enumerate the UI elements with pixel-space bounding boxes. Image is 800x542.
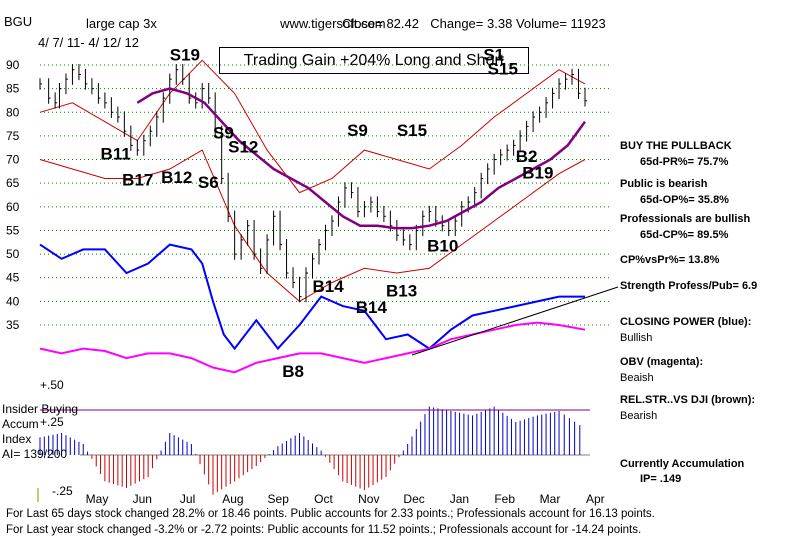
signal-b8: B8 (282, 362, 304, 381)
description: large cap 3x (86, 16, 157, 31)
label-accum: Accum (2, 417, 39, 431)
y-tick-label: 60 (6, 200, 20, 214)
relstr-state: Bearish (620, 410, 658, 422)
y-tick-label: 70 (6, 153, 20, 167)
close-value: 82.42 (386, 16, 419, 31)
trendline (411, 286, 619, 356)
signal-s6: S6 (198, 173, 219, 192)
public-state: Public is bearish (620, 178, 708, 190)
x-tick-label: Aug (222, 492, 243, 506)
y-axis-ticks: 90 85 80 75 70 65 60 55 50 45 40 35 (6, 58, 20, 332)
x-tick-label: Jun (133, 492, 152, 506)
x-tick-label: Nov (358, 492, 379, 506)
pr-value: 65d-PR%= 75.7% (640, 156, 729, 168)
series-obv (39, 321, 586, 374)
date-range: 4/ 7/ 11- 4/ 12/ 12 (38, 35, 139, 50)
y-tick-label: 90 (6, 58, 20, 72)
closing-power-label: CLOSING POWER (blue): (620, 316, 752, 328)
change-value: 3.38 (487, 16, 513, 31)
closing-power-state: Bullish (620, 332, 653, 344)
footer-line-2: For Last year stock changed -3.2% or -2.… (6, 524, 642, 536)
volume-value: 11923 (570, 16, 606, 31)
y-tick-label: 45 (6, 271, 20, 285)
relstr-label: REL.STR..VS DJI (brown): (620, 394, 756, 406)
label-plus25: +.25 (40, 415, 64, 429)
signal-b19: B19 (522, 163, 553, 182)
site: www.tigersoft.com (280, 16, 386, 31)
series-moving-average (136, 87, 587, 230)
symbol: BGU (4, 14, 33, 29)
signal-b14: B14 (313, 277, 345, 296)
signal-s9: S9 (213, 123, 234, 142)
signal-s15: S15 (488, 59, 518, 78)
trading-gain-box: Trading Gain +204% Long and Short (219, 47, 529, 74)
close-readout: Close= 82.42 Change= 3.38 Volume= 11923 (342, 16, 606, 31)
cpvspr-value: CP%vsPr%= 13.8% (620, 254, 720, 266)
obv-state: Beaish (620, 372, 654, 384)
series-lines (39, 87, 587, 374)
signal-b13: B13 (386, 282, 417, 301)
signal-s9: S9 (347, 121, 368, 140)
signal-b2: B2 (516, 147, 538, 166)
signal-b14: B14 (356, 298, 388, 317)
y-tick-label: 85 (6, 82, 20, 96)
x-tick-label: Jan (450, 492, 469, 506)
signal-s19: S19 (170, 45, 200, 64)
op-value: 65d-OP%= 35.8% (640, 194, 729, 206)
series-upper-band (39, 59, 586, 194)
signal-s15: S15 (397, 121, 427, 140)
y-tick-label: 75 (6, 129, 20, 143)
x-tick-label: May (86, 492, 109, 506)
signal-s12: S12 (228, 137, 258, 156)
x-tick-label: Mar (540, 492, 561, 506)
x-axis-ticks: May Jun Jul Aug Sep Oct Nov Dec Jan Feb Mar Apr (86, 492, 605, 506)
pros-state: Professionals are bullish (620, 213, 751, 225)
series-lower-band (39, 149, 586, 303)
label-ai: AI= 139/200 (2, 447, 68, 461)
x-tick-label: Sep (268, 492, 290, 506)
x-tick-label: Dec (403, 492, 424, 506)
ip-value: IP= .149 (640, 473, 682, 485)
signal-b17: B17 (122, 171, 153, 190)
y-tick-label: 35 (6, 318, 20, 332)
y-tick-label: 40 (6, 294, 20, 308)
x-tick-label: Apr (586, 492, 605, 506)
label-index: Index (2, 432, 32, 446)
obv-label: OBV (magenta): (620, 356, 704, 368)
accumulation-index (39, 406, 590, 495)
label-minus25: -.25 (52, 484, 73, 498)
y-tick-label: 55 (6, 223, 20, 237)
bands (39, 59, 586, 303)
x-tick-label: Oct (314, 492, 333, 506)
signal-b12: B12 (161, 168, 192, 187)
header-description: large cap 3x www.tigersoft.com (86, 16, 386, 31)
y-tick-label: 50 (6, 247, 20, 261)
accum-state: Currently Accumulation (620, 458, 745, 470)
signal-s1: S1 (483, 45, 504, 64)
x-tick-label: Feb (494, 492, 515, 506)
footer-line-1: For Last 65 days stock changed 28.2% or … (6, 508, 655, 520)
buy-pullback: BUY THE PULLBACK (620, 140, 732, 152)
cp-value: 65d-CP%= 89.5% (640, 229, 729, 241)
signal-b11: B11 (101, 145, 131, 164)
y-tick-label: 80 (6, 105, 20, 119)
strength-value: Strength Profess/Pub= 6.9 (620, 280, 758, 292)
label-plus50: +.50 (40, 378, 64, 392)
label-insider: Insider Buying (2, 402, 79, 416)
series-closing-power (39, 243, 585, 351)
x-tick-label: Jul (180, 492, 195, 506)
y-tick-label: 65 (6, 176, 20, 190)
signal-b10: B10 (427, 237, 458, 256)
